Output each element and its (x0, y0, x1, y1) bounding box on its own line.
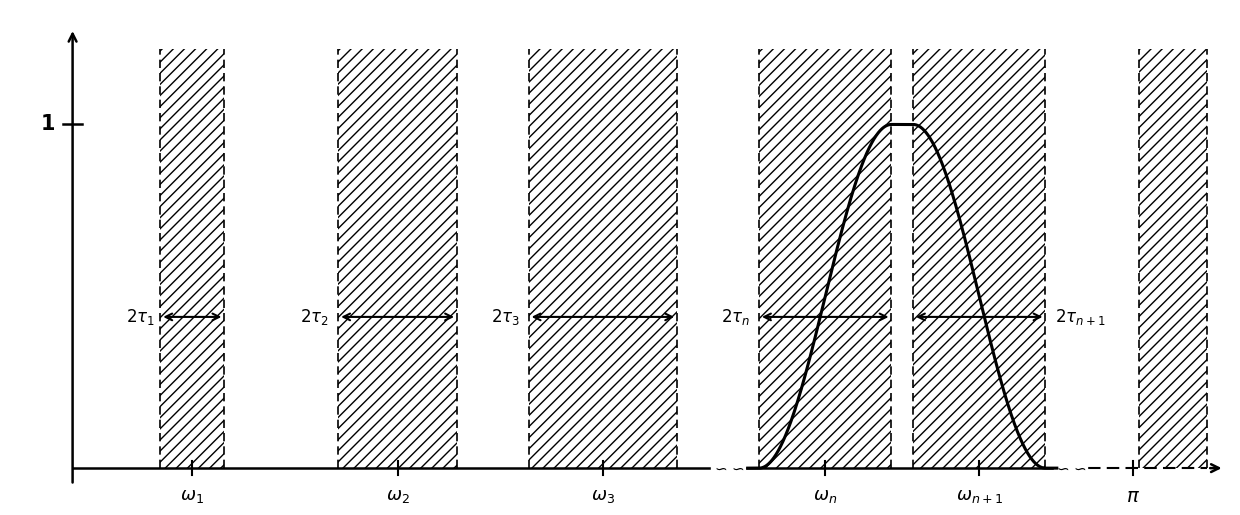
Text: $\omega_2$: $\omega_2$ (386, 487, 409, 505)
Bar (759, 49, 892, 468)
Text: $2\tau_{n+1}$: $2\tau_{n+1}$ (1054, 307, 1105, 327)
Text: $\omega_3$: $\omega_3$ (591, 487, 615, 505)
Text: $2\tau_3$: $2\tau_3$ (491, 307, 520, 327)
Text: $\omega_1$: $\omega_1$ (180, 487, 205, 505)
Text: 1: 1 (41, 114, 56, 134)
Text: $\backsim\!\backsim$: $\backsim\!\backsim$ (712, 460, 744, 476)
Bar (528, 49, 677, 468)
Bar (339, 49, 456, 468)
Text: $\omega_n$: $\omega_n$ (813, 487, 837, 505)
Text: $2\tau_n$: $2\tau_n$ (720, 307, 750, 327)
Bar (913, 49, 1045, 468)
Text: $\pi$: $\pi$ (1126, 487, 1141, 506)
Bar (160, 49, 224, 468)
Text: $\omega_{n+1}$: $\omega_{n+1}$ (956, 487, 1003, 505)
Bar (1138, 49, 1208, 468)
Text: $2\tau_2$: $2\tau_2$ (300, 307, 329, 327)
Text: $2\tau_1$: $2\tau_1$ (125, 307, 155, 327)
Text: $\backsim\!\backsim$: $\backsim\!\backsim$ (1054, 460, 1086, 476)
